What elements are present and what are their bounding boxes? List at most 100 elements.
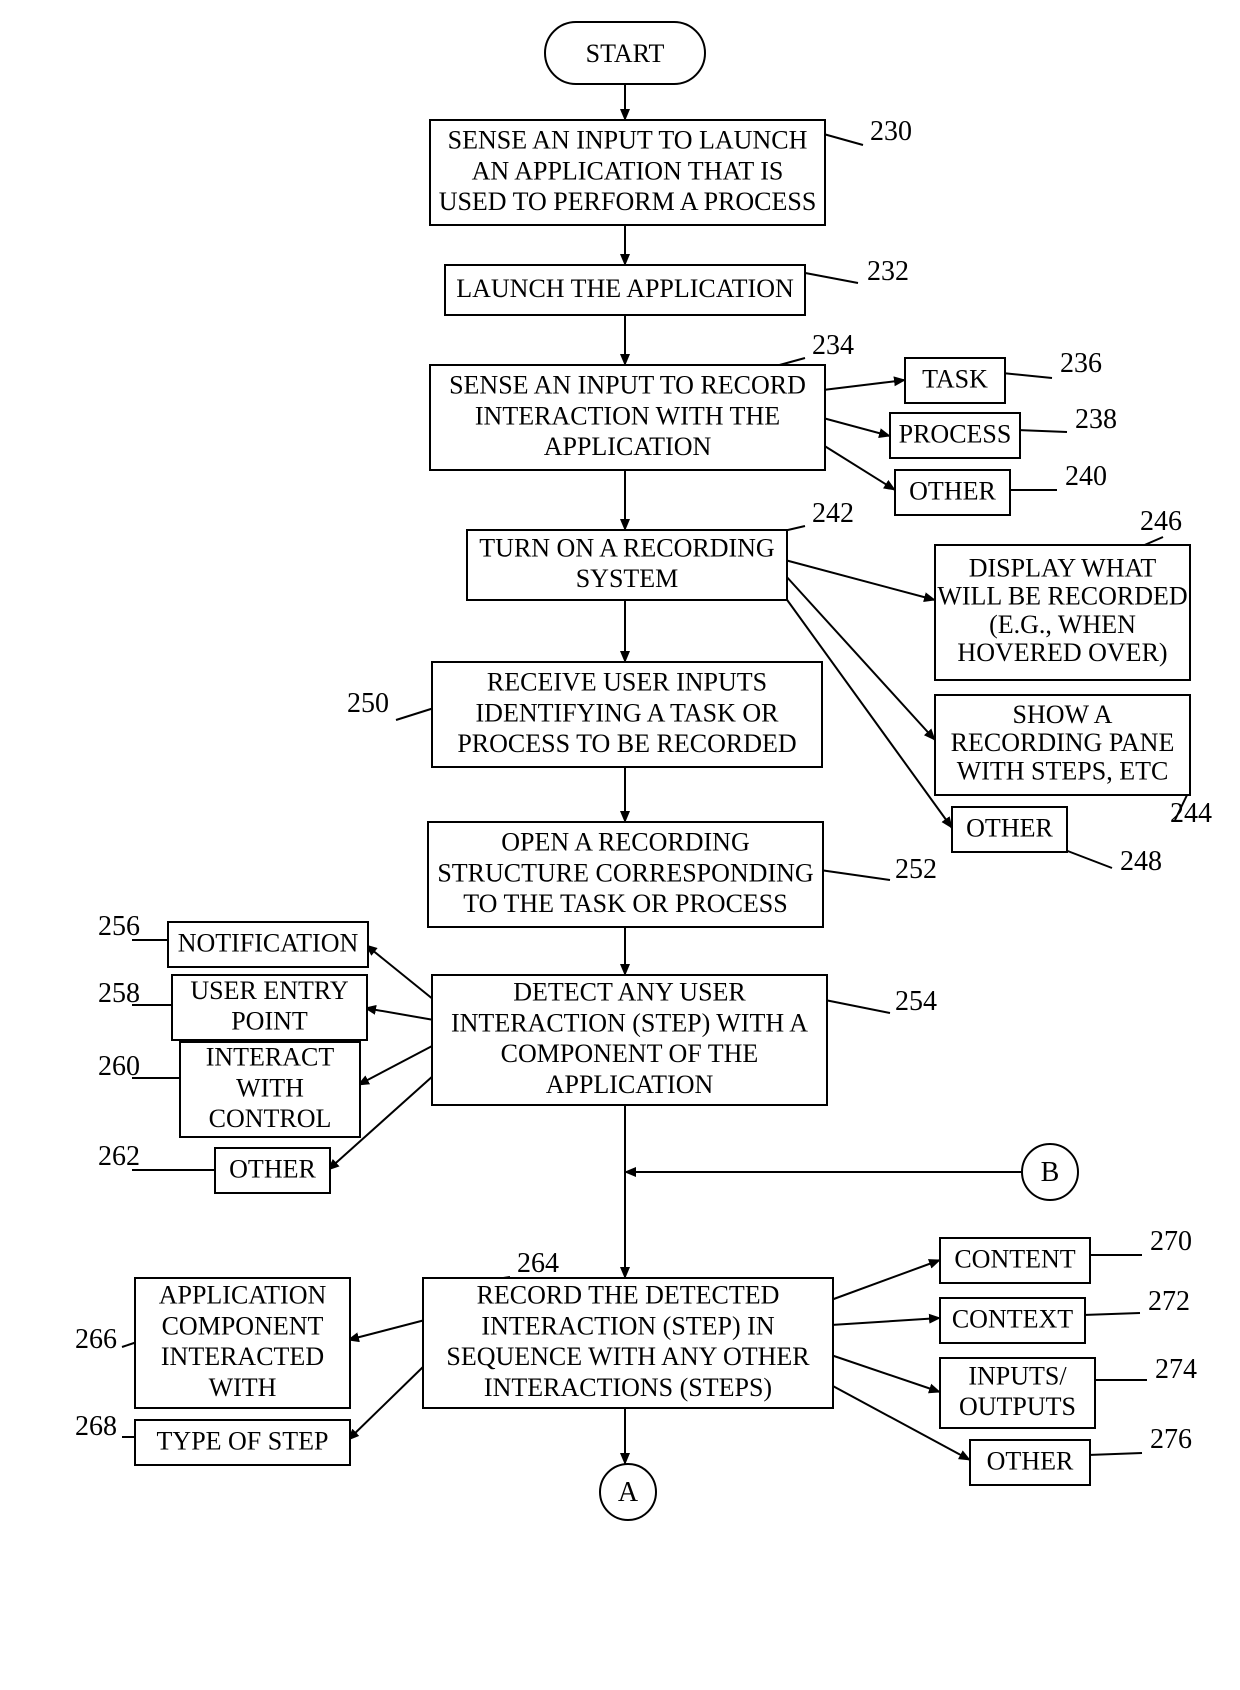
node-n252: OPEN A RECORDINGSTRUCTURE CORRESPONDINGT… — [428, 822, 823, 927]
node-label: OPEN A RECORDING — [501, 828, 749, 857]
node-label: TYPE OF STEP — [157, 1426, 329, 1455]
ref-number: 244 — [1170, 798, 1212, 829]
node-n238: PROCESS — [890, 413, 1020, 458]
node-label: PROCESS — [899, 419, 1012, 448]
node-label: COMPONENT OF THE — [501, 1039, 759, 1068]
node-n260: INTERACTWITHCONTROL — [180, 1042, 360, 1137]
node-n232: LAUNCH THE APPLICATION — [445, 265, 805, 315]
ref-number: 266 — [75, 1324, 117, 1355]
node-n262: OTHER — [215, 1148, 330, 1193]
node-n242: TURN ON A RECORDINGSYSTEM — [467, 530, 787, 600]
ref-number: 234 — [812, 330, 854, 361]
node-label: OUTPUTS — [959, 1392, 1076, 1421]
node-label: RECORDING PANE — [951, 728, 1175, 757]
ref-number: 250 — [347, 688, 389, 719]
leader-line — [1065, 850, 1112, 868]
ref-number: 242 — [812, 498, 854, 529]
node-n230: SENSE AN INPUT TO LAUNCHAN APPLICATION T… — [430, 120, 825, 225]
leader-line — [1088, 1453, 1142, 1455]
node-label: WITH — [209, 1373, 277, 1402]
node-label: CONTROL — [209, 1104, 332, 1133]
ref-number: 252 — [895, 854, 937, 885]
leader-line — [800, 272, 858, 283]
node-label: NOTIFICATION — [178, 928, 359, 957]
node-label: CONTEXT — [952, 1304, 1073, 1333]
leader-line — [820, 870, 890, 880]
node-label: OTHER — [987, 1446, 1074, 1475]
node-n250: RECEIVE USER INPUTSIDENTIFYING A TASK OR… — [432, 662, 822, 767]
ref-number: 274 — [1155, 1354, 1197, 1385]
node-label: POINT — [231, 1007, 308, 1036]
node-n258: USER ENTRYPOINT — [172, 975, 367, 1040]
node-label: OTHER — [229, 1154, 316, 1183]
node-label: INPUTS/ — [968, 1361, 1067, 1390]
flow-edge — [831, 1318, 940, 1325]
ref-number: 232 — [867, 256, 909, 287]
flow-edge — [348, 1320, 425, 1340]
node-label: INTERACTED — [161, 1342, 324, 1371]
node-n264: RECORD THE DETECTEDINTERACTION (STEP) IN… — [423, 1278, 833, 1408]
ref-number: 268 — [75, 1411, 117, 1442]
ref-number: 238 — [1075, 404, 1117, 435]
leader-line — [825, 1000, 890, 1013]
node-label: TO THE TASK OR PROCESS — [463, 889, 787, 918]
ref-number: 276 — [1150, 1424, 1192, 1455]
node-label: START — [586, 39, 665, 68]
ref-number: 270 — [1150, 1226, 1192, 1257]
connector-label: A — [618, 1477, 639, 1508]
node-label: INTERACTION (STEP) IN — [481, 1311, 774, 1340]
node-n240: OTHER — [895, 470, 1010, 515]
ref-number: 254 — [895, 986, 937, 1017]
node-label: INTERACTION (STEP) WITH A — [451, 1008, 808, 1037]
ref-number: 264 — [517, 1248, 559, 1279]
node-connB: B — [1022, 1144, 1078, 1200]
node-label: WILL BE RECORDED — [937, 582, 1187, 611]
node-label: OTHER — [966, 813, 1053, 842]
node-n234: SENSE AN INPUT TO RECORDINTERACTION WITH… — [430, 365, 825, 470]
node-label: APPLICATION — [159, 1281, 327, 1310]
node-label: APPLICATION — [546, 1070, 714, 1099]
node-label: RECORD THE DETECTED — [477, 1281, 780, 1310]
node-label: AN APPLICATION THAT IS — [472, 156, 784, 185]
ref-number: 240 — [1065, 461, 1107, 492]
node-label: SHOW A — [1013, 700, 1113, 729]
node-label: DISPLAY WHAT — [969, 553, 1157, 582]
node-n268: TYPE OF STEP — [135, 1420, 350, 1465]
node-label: TURN ON A RECORDING — [479, 533, 774, 562]
node-label: CONTENT — [954, 1244, 1075, 1273]
node-label: RECEIVE USER INPUTS — [487, 668, 767, 697]
ref-number: 256 — [98, 911, 140, 942]
leader-line — [1083, 1313, 1140, 1315]
leader-line — [820, 133, 863, 145]
node-label: WITH — [236, 1073, 304, 1102]
node-label: TASK — [922, 364, 988, 393]
node-label: COMPONENT — [162, 1311, 324, 1340]
node-label: SEQUENCE WITH ANY OTHER — [446, 1342, 810, 1371]
flow-edge — [785, 560, 935, 600]
node-n254: DETECT ANY USERINTERACTION (STEP) WITH A… — [432, 975, 827, 1105]
node-n276: OTHER — [970, 1440, 1090, 1485]
node-label: USER ENTRY — [190, 976, 348, 1005]
node-n248: OTHER — [952, 807, 1067, 852]
node-n246: DISPLAY WHATWILL BE RECORDED(E.G., WHENH… — [935, 545, 1190, 680]
node-n274: INPUTS/OUTPUTS — [940, 1358, 1095, 1428]
flow-edge — [831, 1355, 940, 1392]
node-n236: TASK — [905, 358, 1005, 403]
node-n272: CONTEXT — [940, 1298, 1085, 1343]
flow-edge — [831, 1260, 940, 1300]
node-label: HOVERED OVER) — [957, 638, 1167, 667]
flow-edge — [823, 418, 890, 436]
flow-edge — [366, 945, 434, 1000]
flow-edge — [823, 380, 905, 390]
node-n244: SHOW ARECORDING PANEWITH STEPS, ETC — [935, 695, 1190, 795]
node-label: INTERACT — [206, 1043, 335, 1072]
node-n270: CONTENT — [940, 1238, 1090, 1283]
node-label: PROCESS TO BE RECORDED — [457, 729, 796, 758]
flow-edge — [823, 445, 895, 490]
node-label: APPLICATION — [544, 432, 712, 461]
node-label: (E.G., WHEN — [989, 610, 1136, 639]
node-label: STRUCTURE CORRESPONDING — [437, 858, 813, 887]
leader-line — [1017, 430, 1067, 432]
node-label: SENSE AN INPUT TO LAUNCH — [448, 126, 808, 155]
ref-number: 248 — [1120, 846, 1162, 877]
